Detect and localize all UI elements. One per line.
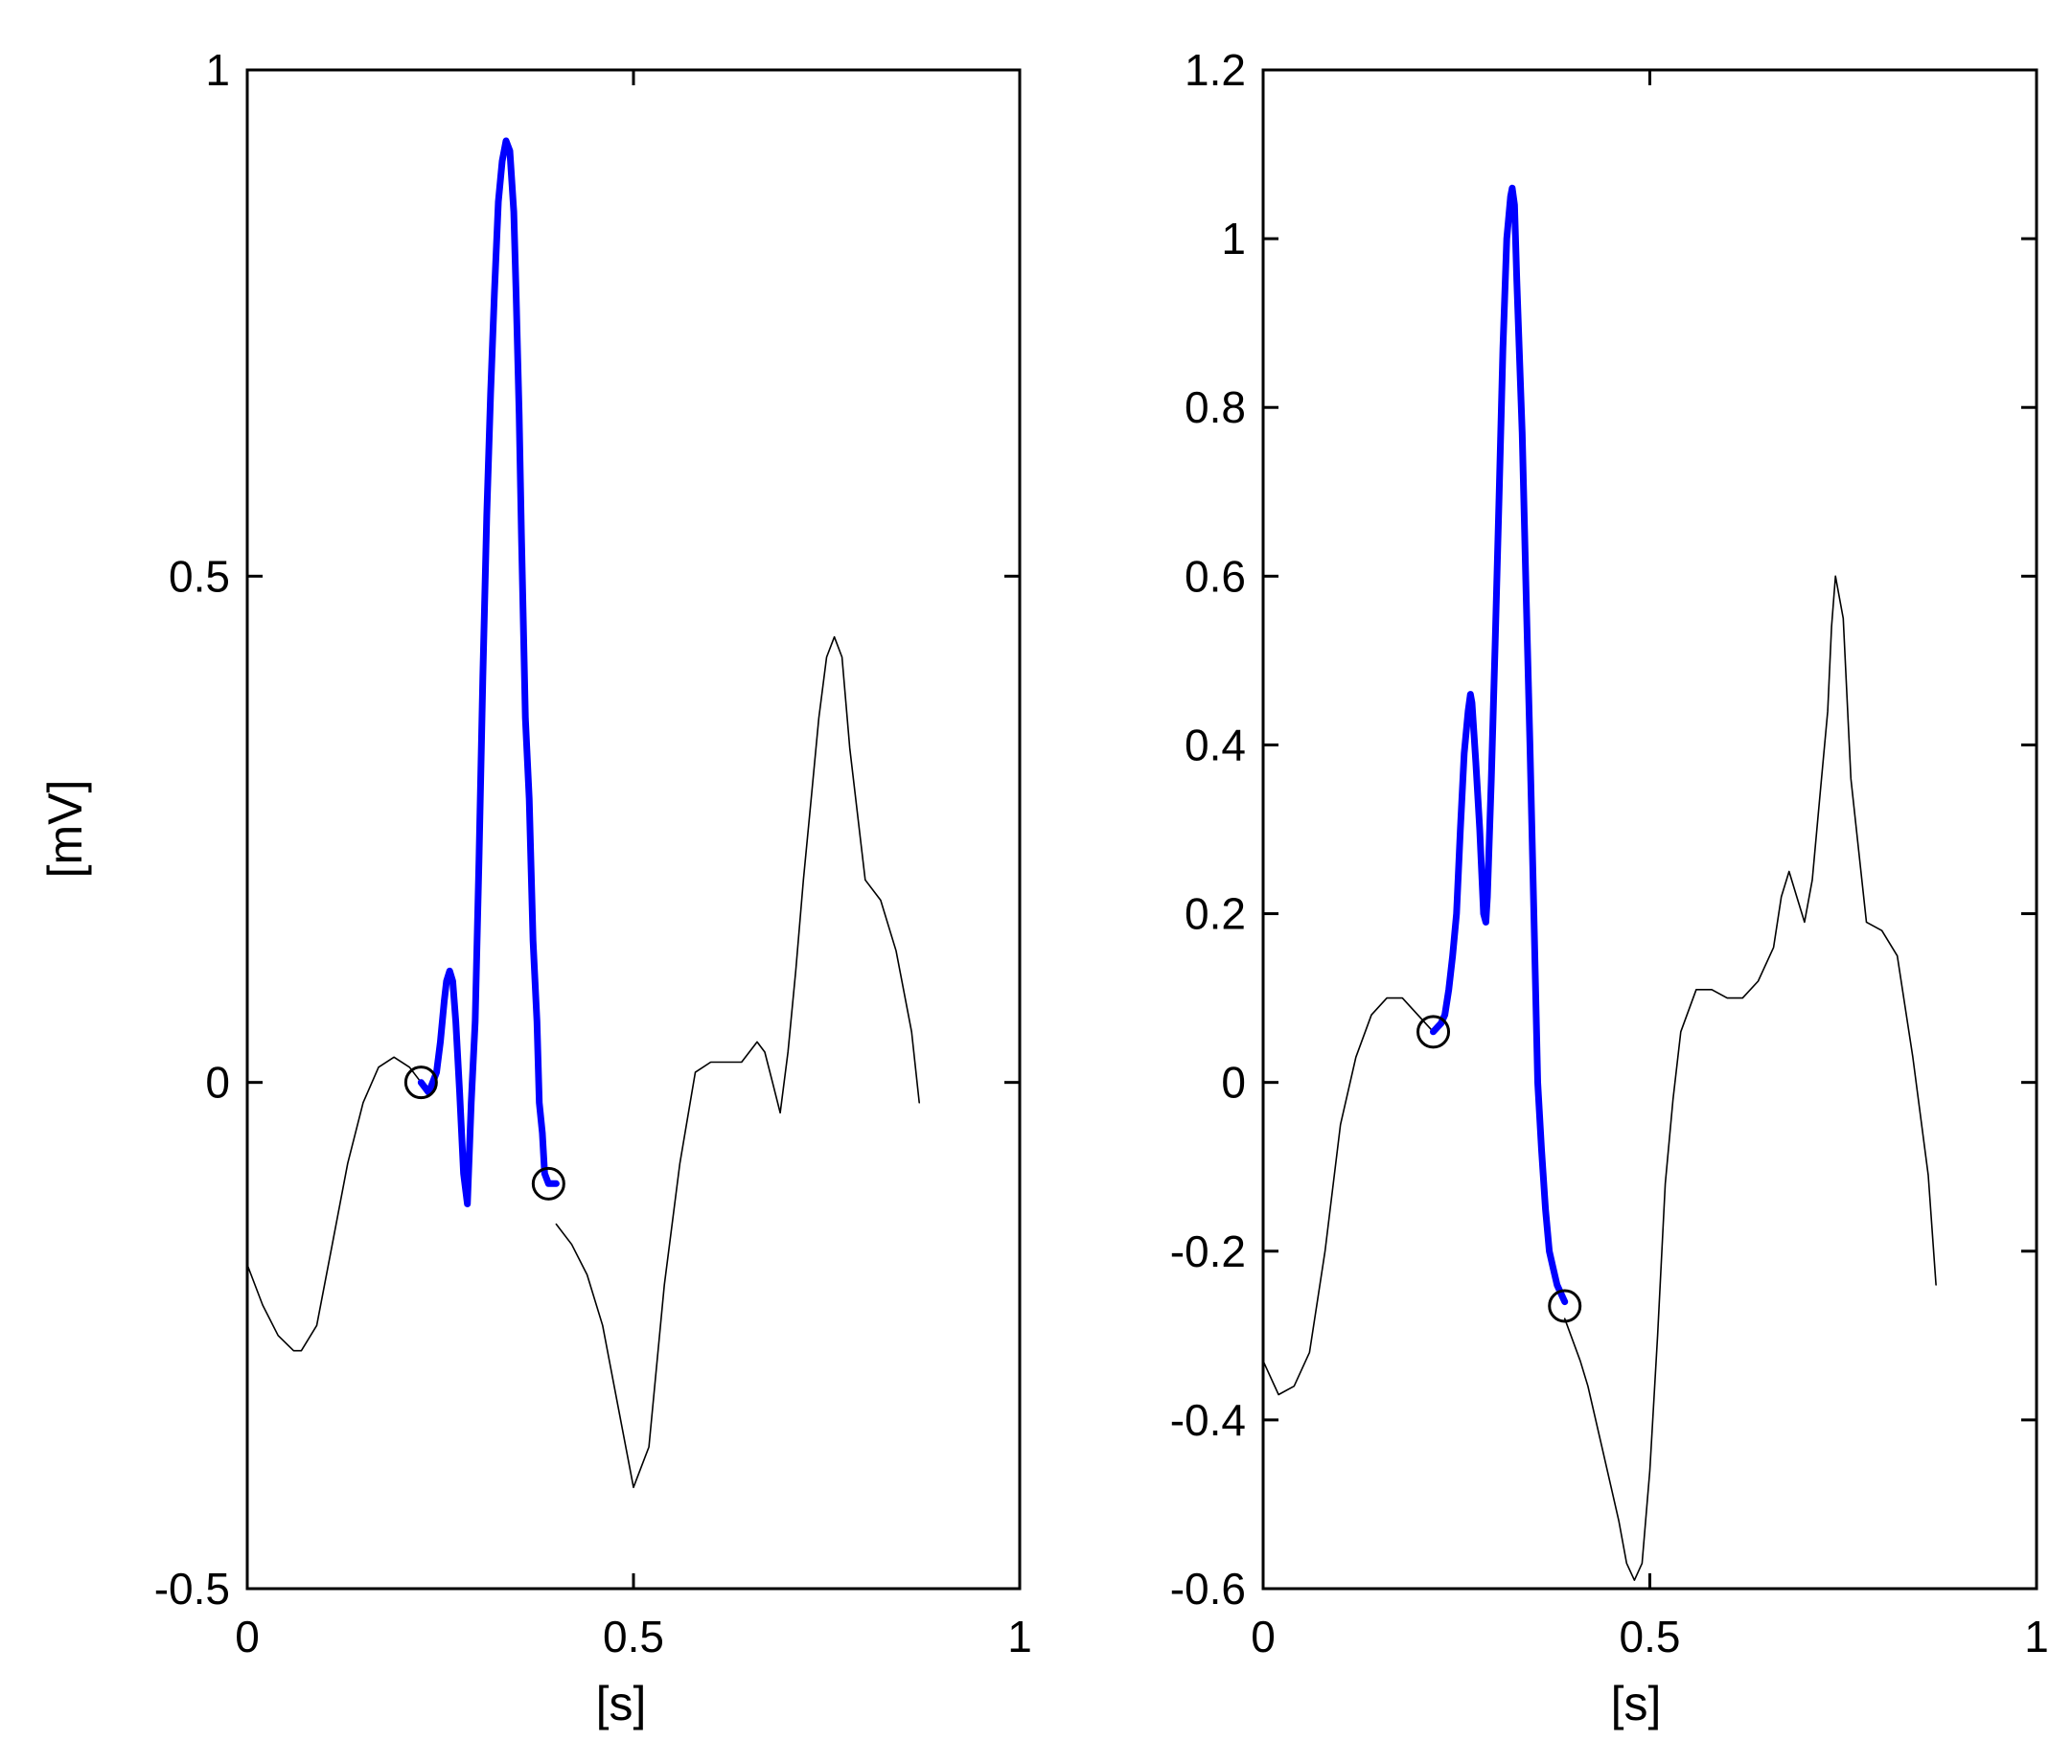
right-plot-area: 0 0.5 1 -0.6 -0.4 -0.2 0 0.2 0.4 0.6 0.8 1 1.2 <box>1170 45 2049 1661</box>
left-ytick-label: 1 <box>205 45 230 95</box>
right-xtick-label: 0.5 <box>1620 1612 1681 1661</box>
right-ytick-label: -0.2 <box>1170 1226 1246 1276</box>
right-ytick-label: -0.6 <box>1170 1564 1246 1614</box>
left-xtick-label: 0.5 <box>603 1612 664 1661</box>
left-boundary-marker <box>403 1065 438 1100</box>
right-boundary-marker <box>1548 1289 1582 1323</box>
right-panel: 0 0.5 1 -0.6 -0.4 -0.2 0 0.2 0.4 0.6 0.8 1 1.2 [s] <box>1170 45 2049 1730</box>
right-ytick-label: -0.4 <box>1170 1395 1246 1445</box>
left-ytick-label: 0.5 <box>169 551 230 601</box>
left-plot-area: 0 0.5 1-0.500.51 <box>154 45 1032 1661</box>
right-xlabel: [s] <box>1611 1677 1662 1730</box>
right-ytick-label: 0.6 <box>1185 551 1246 601</box>
left-xtick-label: 0 <box>235 1612 260 1661</box>
right-xtick-label: 1 <box>2024 1612 2049 1661</box>
right-boundary-marker <box>1416 1015 1451 1049</box>
right-ytick-label: 0.2 <box>1185 889 1246 939</box>
right-highlighted-segment-line <box>1430 184 1569 1306</box>
left-ylabel: [mV] <box>38 780 92 879</box>
right-plot-frame <box>1261 68 2038 1591</box>
left-signal-line <box>555 635 921 1489</box>
right-ytick-label: 1 <box>1221 214 1246 263</box>
left-plot-frame <box>245 68 1022 1591</box>
left-highlighted-segment-line <box>417 137 560 1207</box>
right-signal-line <box>1262 997 1435 1396</box>
left-signal-line <box>246 1056 423 1352</box>
right-xtick-label: 0 <box>1251 1612 1276 1661</box>
left-xtick-label: 1 <box>1007 1612 1032 1661</box>
right-signal-line <box>1563 575 1937 1581</box>
left-ytick-label: -0.5 <box>154 1564 230 1614</box>
left-boundary-marker <box>531 1166 565 1201</box>
left-ytick-label: 0 <box>205 1058 230 1108</box>
left-panel: 0 0.5 1-0.500.51 [mV] [s] <box>38 45 1032 1730</box>
right-ytick-label: 0 <box>1221 1058 1246 1108</box>
left-xlabel: [s] <box>596 1677 647 1730</box>
right-ytick-label: 1.2 <box>1185 45 1246 95</box>
right-ytick-label: 0.8 <box>1185 382 1246 432</box>
right-ytick-label: 0.4 <box>1185 720 1246 769</box>
